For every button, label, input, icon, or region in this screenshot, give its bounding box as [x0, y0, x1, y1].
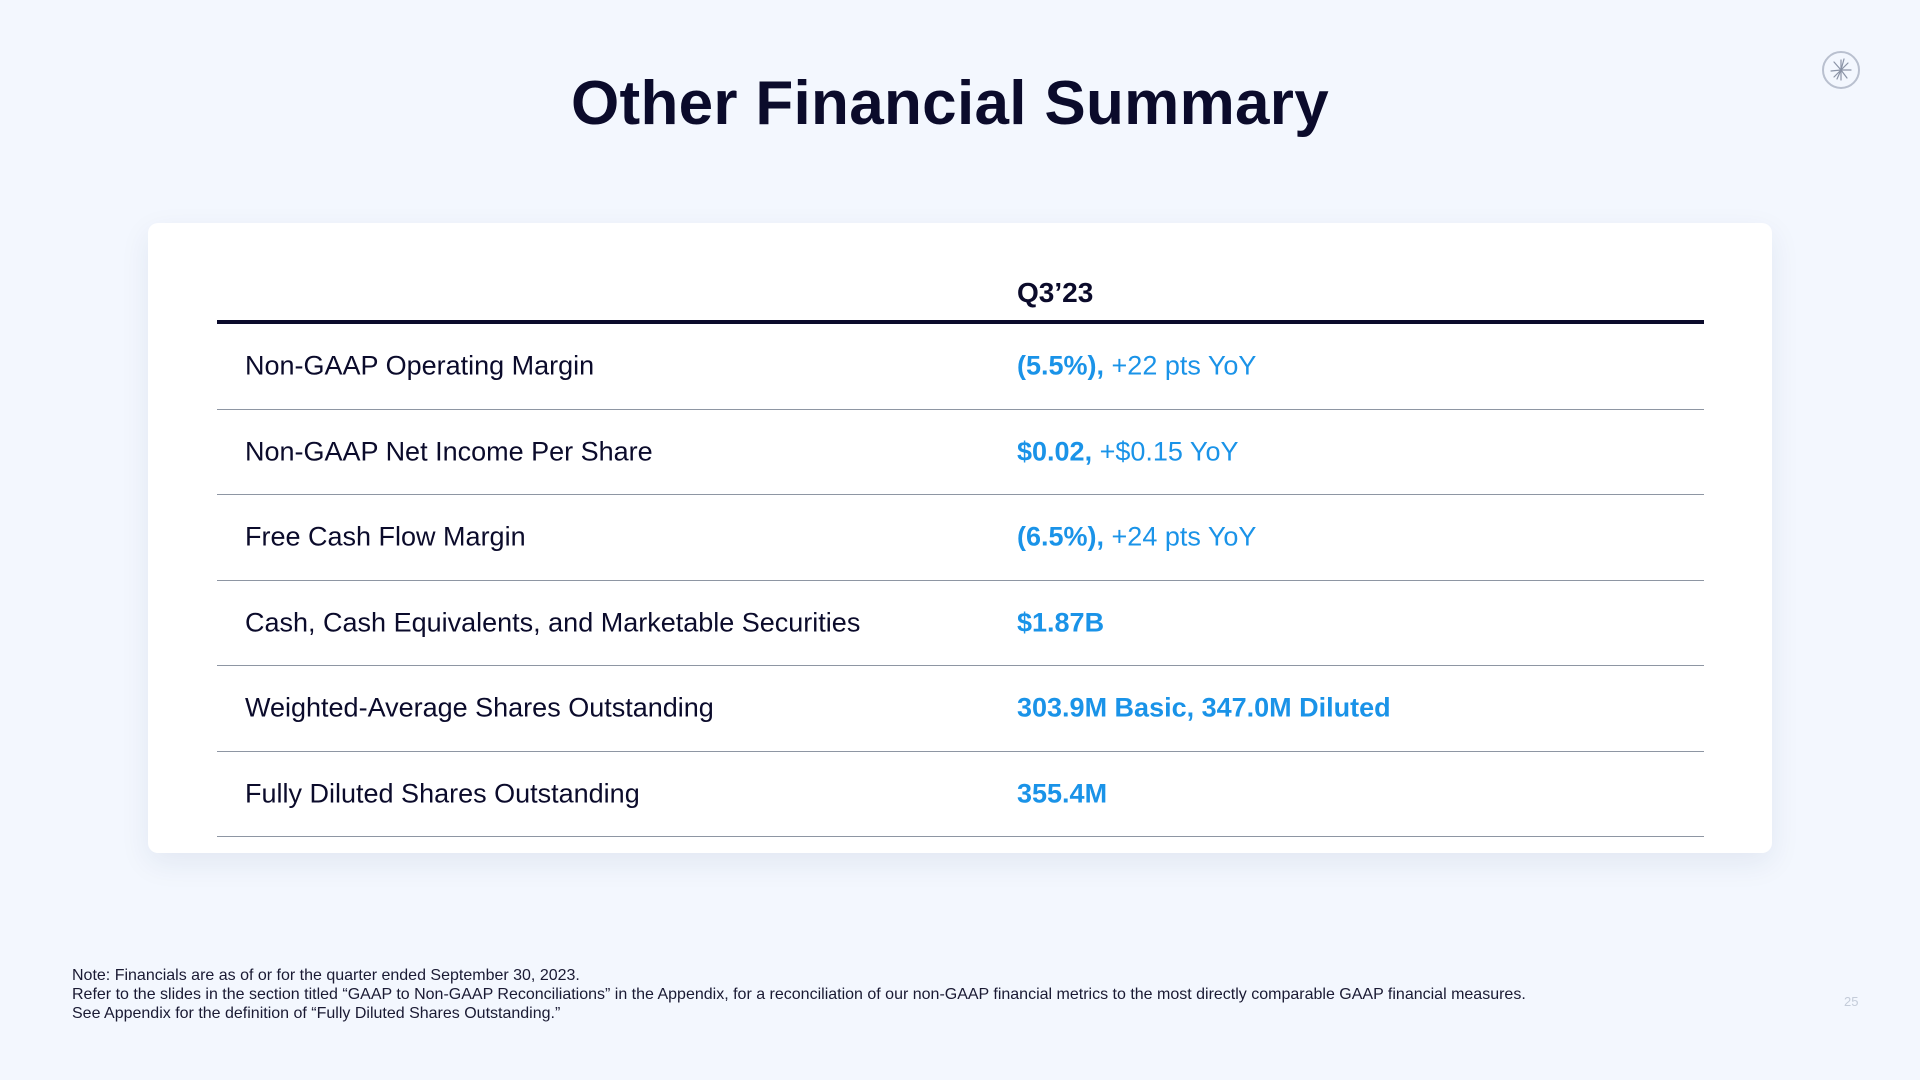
- row-value: 355.4M: [1017, 778, 1107, 809]
- row-value: 303.9M Basic, 347.0M Diluted: [1017, 693, 1391, 724]
- table-header: Q3’23: [217, 249, 1704, 324]
- column-header-quarter: Q3’23: [1017, 277, 1094, 308]
- value-delta: +22 pts YoY: [1104, 350, 1257, 381]
- value-main: $0.02,: [1017, 436, 1093, 467]
- row-value: $1.87B: [1017, 607, 1104, 638]
- value-delta: +24 pts YoY: [1104, 521, 1257, 552]
- row-label: Free Cash Flow Margin: [245, 521, 526, 552]
- row-label: Non-GAAP Net Income Per Share: [245, 436, 653, 467]
- row-label: Cash, Cash Equivalents, and Marketable S…: [245, 607, 861, 638]
- row-label: Non-GAAP Operating Margin: [245, 350, 595, 381]
- footnote-line: Note: Financials are as of or for the qu…: [72, 967, 580, 984]
- value-main: 303.9M Basic, 347.0M Diluted: [1017, 692, 1391, 723]
- row-label: Fully Diluted Shares Outstanding: [245, 778, 640, 809]
- summary-card: Q3’23 Non-GAAP Operating Margin (5.5%), …: [148, 223, 1772, 853]
- value-main: (6.5%),: [1017, 521, 1105, 552]
- footnotes: Note: Financials are as of or for the qu…: [72, 966, 1832, 1023]
- page-number: 25: [1844, 994, 1859, 1009]
- row-label: Weighted-Average Shares Outstanding: [245, 692, 714, 723]
- row-value: (6.5%), +24 pts YoY: [1017, 522, 1256, 553]
- value-main: 355.4M: [1017, 778, 1108, 809]
- row-value: $0.02, +$0.15 YoY: [1017, 436, 1238, 467]
- value-main: (5.5%),: [1017, 350, 1105, 381]
- table-row: Cash, Cash Equivalents, and Marketable S…: [217, 581, 1704, 666]
- value-delta: +$0.15 YoY: [1092, 436, 1239, 467]
- table-row: Fully Diluted Shares Outstanding 355.4M: [217, 752, 1704, 837]
- table-row: Non-GAAP Net Income Per Share $0.02, +$0…: [217, 410, 1704, 495]
- table-row: Free Cash Flow Margin (6.5%), +24 pts Yo…: [217, 495, 1704, 581]
- table-row: Weighted-Average Shares Outstanding 303.…: [217, 666, 1704, 752]
- slide-title: Other Financial Summary: [570, 69, 1329, 138]
- row-value: (5.5%), +22 pts YoY: [1017, 351, 1256, 382]
- footnote-line: See Appendix for the definition of “Full…: [72, 1005, 561, 1022]
- starburst-logo-icon: [1822, 51, 1860, 89]
- value-main: $1.87B: [1017, 607, 1105, 638]
- summary-table: Q3’23 Non-GAAP Operating Margin (5.5%), …: [217, 249, 1704, 837]
- footnote-line: Refer to the slides in the section title…: [72, 986, 1526, 1003]
- table-row: Non-GAAP Operating Margin (5.5%), +22 pt…: [217, 324, 1704, 410]
